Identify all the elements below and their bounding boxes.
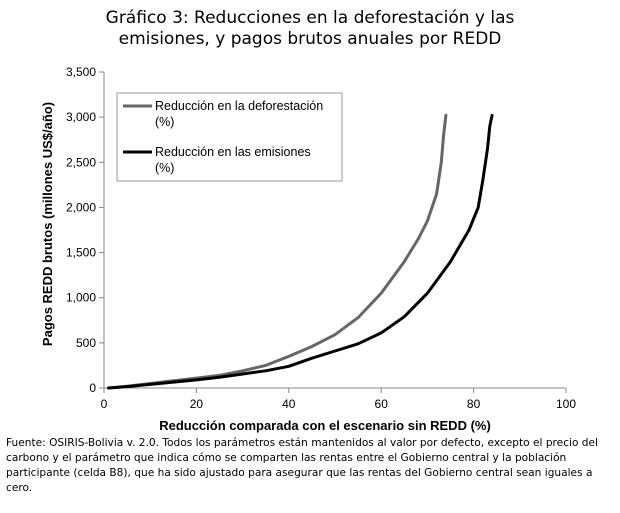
legend-label-2-unit: (%) <box>155 161 174 175</box>
y-tick-label: 1,000 <box>66 291 96 305</box>
chart-title: Gráfico 3: Reducciones en la deforestaci… <box>0 8 620 50</box>
chart-series <box>107 113 494 390</box>
legend-label-1-unit: (%) <box>155 115 174 129</box>
chart-legend: Reducción en la deforestación (%) Reducció… <box>116 92 343 182</box>
legend-box <box>116 92 343 182</box>
chart-axes <box>103 72 566 389</box>
y-axis-title: Pagos REDD brutos (millones US$/año) <box>40 102 55 346</box>
y-tick-label: 500 <box>76 336 96 350</box>
y-tick-label: 3,500 <box>66 65 96 79</box>
y-tick-label: 0 <box>89 381 96 395</box>
y-tick-label: 2,500 <box>66 155 96 169</box>
chart-ticks: 0 500 1,000 1,500 2,000 2,500 3,000 3,500 0 20 40 6… <box>66 65 576 411</box>
x-tick-label: 80 <box>467 397 481 411</box>
y-tick-label: 2,000 <box>66 200 96 214</box>
line-chart: 0 500 1,000 1,500 2,000 2,500 3,000 3,500 0 20 40 6… <box>40 65 576 433</box>
legend-label-2: Reducción en las emisiones <box>155 145 311 159</box>
chart-title-line-2: emisiones, y pagos brutos anuales por RE… <box>118 29 502 49</box>
y-tick-label: 1,500 <box>66 246 96 260</box>
source-note: Fuente: OSIRIS-Bolivia v. 2.0. Todos los… <box>6 437 598 494</box>
legend-label-1: Reducción en la deforestación <box>155 99 323 113</box>
x-axis-title: Reducción comparada con el escenario sin… <box>159 418 491 433</box>
x-tick-label: 0 <box>101 397 108 411</box>
x-tick-label: 20 <box>190 397 204 411</box>
y-tick-label: 3,000 <box>66 110 96 124</box>
series-line-2 <box>107 113 494 390</box>
x-tick-label: 100 <box>556 397 576 411</box>
chart-title-line-1: Gráfico 3: Reducciones en la deforestaci… <box>105 8 515 28</box>
x-tick-label: 60 <box>375 397 389 411</box>
x-tick-label: 40 <box>282 397 296 411</box>
